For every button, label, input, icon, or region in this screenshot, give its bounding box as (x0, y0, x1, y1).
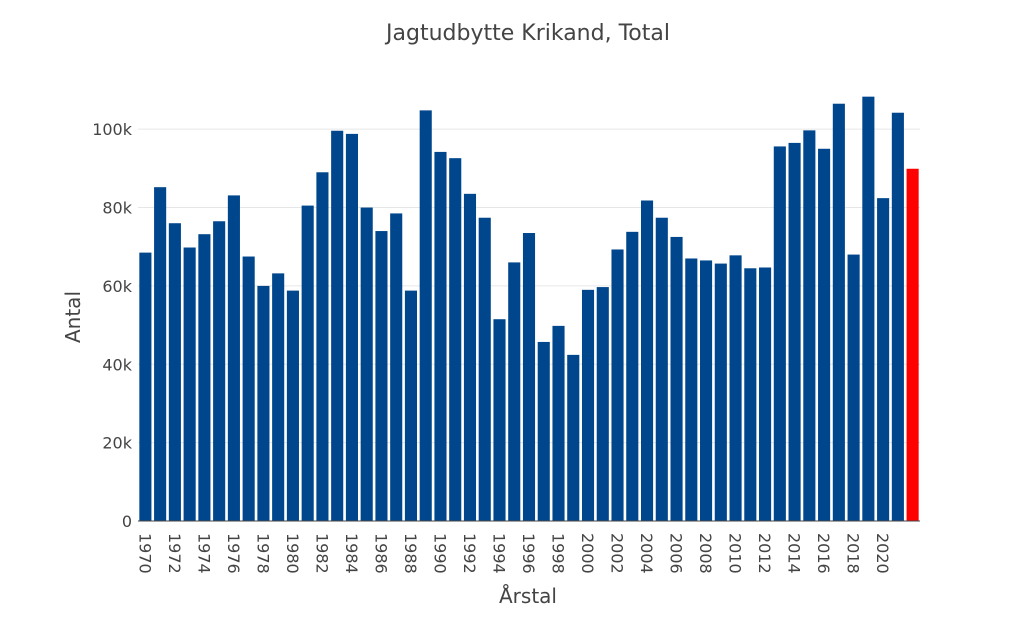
bar (198, 234, 211, 521)
bar (685, 258, 698, 521)
bar (508, 262, 521, 521)
bar (788, 142, 801, 522)
bar (375, 231, 388, 521)
bar (552, 325, 565, 521)
bar (522, 233, 536, 521)
bar (286, 290, 299, 521)
bar (316, 172, 329, 522)
x-tick-label: 2010 (726, 533, 745, 574)
bar (611, 249, 624, 521)
bar (242, 256, 255, 521)
bar (390, 213, 403, 521)
bar (183, 247, 196, 521)
bar (714, 263, 727, 521)
bar (168, 223, 181, 521)
chart-title: Jagtudbytte Krikand, Total (384, 21, 670, 46)
bar (345, 133, 358, 521)
bar (257, 285, 270, 521)
y-tick-label: 100k (92, 120, 133, 139)
y-tick-label: 80k (102, 199, 132, 218)
bar (581, 289, 595, 521)
bar (567, 354, 580, 521)
bar (640, 200, 654, 521)
x-tick-label: 2008 (696, 533, 715, 574)
bar (360, 207, 373, 521)
x-tick-label: 2014 (785, 533, 804, 574)
bar (419, 110, 432, 521)
bar (463, 193, 477, 521)
x-tick-label: 1992 (460, 533, 479, 574)
bar (596, 287, 609, 521)
bar (744, 268, 757, 521)
y-tick-label: 20k (102, 434, 132, 453)
y-tick-label: 0 (122, 512, 132, 531)
bar (331, 130, 344, 521)
x-tick-label: 1998 (549, 533, 568, 574)
bar (803, 130, 816, 521)
bar (449, 158, 462, 521)
bar (139, 252, 152, 521)
y-tick-label: 60k (102, 277, 132, 296)
x-tick-label: 2006 (667, 533, 686, 574)
x-tick-label: 1974 (194, 533, 213, 574)
x-tick-label: 2000 (578, 533, 597, 574)
x-tick-label: 2020 (873, 533, 892, 574)
y-axis-title: Antal (61, 291, 85, 343)
bar (434, 151, 447, 521)
x-tick-label: 2018 (844, 533, 863, 574)
bar (891, 112, 904, 521)
x-tick-label: 1970 (135, 533, 154, 574)
x-tick-label: 1980 (283, 533, 302, 574)
bar (213, 221, 226, 521)
x-tick-label: 1996 (519, 533, 538, 574)
bar (227, 195, 240, 521)
bar (404, 290, 418, 521)
x-tick-label: 1984 (342, 533, 361, 574)
bar (832, 103, 845, 522)
bar (818, 148, 831, 522)
bar (493, 319, 506, 521)
bars (139, 96, 919, 522)
x-tick-label: 1988 (401, 533, 420, 574)
bar (272, 273, 285, 521)
bar (877, 198, 890, 521)
bar (729, 255, 742, 521)
bar (478, 217, 491, 521)
bar (847, 254, 860, 521)
bar (655, 217, 668, 521)
bar (759, 267, 772, 521)
x-tick-label: 2002 (608, 533, 627, 574)
x-tick-label: 1982 (312, 533, 331, 574)
bar (700, 260, 713, 521)
x-tick-label: 2004 (637, 533, 656, 574)
y-axis-ticks: 0 20k 40k 60k 80k 100k (92, 120, 133, 531)
x-tick-label: 1976 (224, 533, 243, 574)
x-tick-label: 1994 (489, 533, 508, 574)
x-axis-ticks: 1970 1972 1974 1976 1978 1980 1982 1984 1986 1988… (135, 533, 892, 574)
bar (862, 96, 875, 521)
x-axis-title: Årstal (499, 584, 557, 608)
bar (301, 205, 314, 521)
x-tick-label: 1972 (165, 533, 184, 574)
bar (537, 341, 550, 521)
y-tick-label: 40k (102, 355, 132, 374)
bar (626, 231, 639, 521)
x-tick-label: 2016 (814, 533, 833, 574)
x-tick-label: 1986 (371, 533, 390, 574)
bar (773, 146, 786, 521)
bar (670, 236, 683, 521)
x-tick-label: 1990 (430, 533, 449, 574)
bar (906, 168, 919, 522)
x-tick-label: 1978 (253, 533, 272, 574)
x-tick-label: 2012 (755, 533, 774, 574)
bar (154, 187, 167, 522)
